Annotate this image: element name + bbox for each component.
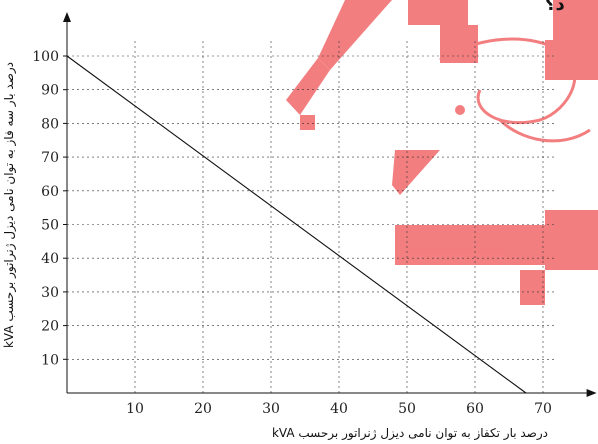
series-layer bbox=[66, 55, 527, 394]
y-axis-arrow-icon bbox=[63, 12, 71, 22]
x-tick-label-70: 70 bbox=[534, 401, 552, 417]
x-tick-label-50: 50 bbox=[398, 401, 416, 417]
x-tick-label-30: 30 bbox=[262, 401, 280, 417]
series-line-0 bbox=[66, 55, 527, 394]
y-tick-label-40: 40 bbox=[41, 251, 59, 267]
tick-labels: 10 20 30 40 50 60 70 80 90 100 10 20 30 40 50 60 70 bbox=[32, 49, 552, 417]
axes bbox=[63, 12, 597, 397]
y-tick-label-100: 100 bbox=[32, 49, 59, 65]
x-axis-label: درصد بار تکفاز به توان نامی دیزل ژنراتور… bbox=[272, 426, 548, 441]
x-tick-label-10: 10 bbox=[126, 401, 144, 417]
y-tick-label-80: 80 bbox=[41, 116, 59, 132]
y-tick-label-70: 70 bbox=[41, 150, 59, 166]
y-tick-label-50: 50 bbox=[41, 218, 59, 234]
watermark-logo bbox=[286, 0, 598, 305]
y-tick-label-90: 90 bbox=[41, 83, 59, 99]
x-tick-label-60: 60 bbox=[466, 401, 484, 417]
x-tick-label-40: 40 bbox=[330, 401, 348, 417]
y-tick-label-30: 30 bbox=[41, 285, 59, 301]
y-axis-label: درصد بار سه فاز به توان نامی دیزل ژنراتو… bbox=[2, 62, 17, 348]
top-text-fragment: د؟ bbox=[545, 0, 565, 15]
grid-lines bbox=[67, 39, 557, 393]
y-tick-label-10: 10 bbox=[41, 352, 59, 368]
y-tick-label-20: 20 bbox=[41, 319, 59, 335]
x-tick-label-20: 20 bbox=[194, 401, 212, 417]
x-axis-arrow-icon bbox=[586, 389, 597, 397]
y-tick-label-60: 60 bbox=[41, 184, 59, 200]
